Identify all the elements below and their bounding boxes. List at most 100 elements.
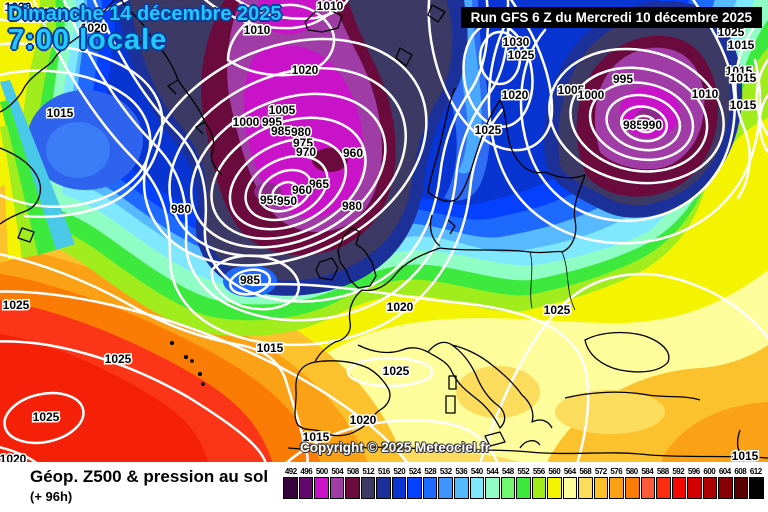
scale-swatch: [485, 477, 500, 499]
scale-value: 496: [300, 467, 313, 476]
scale-swatch: [702, 477, 718, 499]
scale-value: 580: [625, 467, 638, 476]
pressure-label: 1010: [692, 87, 719, 101]
scale-value: 492: [284, 467, 297, 476]
scale-value: 576: [610, 467, 623, 476]
scale-value: 552: [517, 467, 530, 476]
scale-value: 568: [579, 467, 592, 476]
scale-swatch: [593, 477, 609, 499]
scale-swatch: [671, 477, 687, 499]
pressure-label: 980: [171, 202, 191, 216]
scale-value: 572: [594, 467, 607, 476]
pressure-label: 1015: [47, 106, 74, 120]
validity-datetime: Dimanche 14 décembre 2025 7:00 locale: [8, 3, 282, 56]
pressure-label: 1025: [3, 298, 30, 312]
pressure-label: 1020: [350, 413, 377, 427]
scale-swatch: [718, 477, 733, 499]
pressure-label: 965: [309, 177, 329, 191]
scale-swatch: [578, 477, 593, 499]
pressure-label: 1025: [475, 123, 502, 137]
pressure-label: 1025: [105, 352, 132, 366]
scale-value: 500: [315, 467, 328, 476]
scale-swatch: [640, 477, 656, 499]
pressure-label: 1010: [317, 0, 344, 13]
copyright-notice: Copyright © 2025 Meteociel.fr: [300, 440, 490, 455]
pressure-label: 1000: [578, 88, 605, 102]
scale-swatch: [609, 477, 625, 499]
scale-value: 544: [486, 467, 499, 476]
pressure-label: 1015: [730, 98, 757, 112]
pressure-label: 955: [260, 193, 280, 207]
scale-value: 508: [346, 467, 359, 476]
pressure-label: 960: [343, 146, 363, 160]
scale-swatch: [391, 477, 407, 499]
scale-swatch: [438, 477, 454, 499]
scale-swatch: [500, 477, 516, 499]
pressure-label: 985: [240, 273, 260, 287]
scale-swatch: [733, 477, 749, 499]
scale-value: 532: [439, 467, 452, 476]
validity-date: Dimanche 14 décembre 2025: [8, 3, 282, 25]
pressure-label: 995: [613, 72, 633, 86]
scale-swatch: [562, 477, 578, 499]
pressure-label: 1030: [5, 0, 32, 14]
scale-value: 536: [455, 467, 468, 476]
pressure-label: 1025: [383, 364, 410, 378]
scale-value: 604: [718, 467, 731, 476]
scale-value: 524: [408, 467, 421, 476]
scale-swatch: [516, 477, 531, 499]
color-scale-swatches: [283, 477, 765, 499]
footer-bar: Géop. Z500 & pression au sol (+ 96h) 492…: [0, 462, 768, 512]
pressure-label: 1015: [732, 449, 759, 463]
pressure-label: 950: [277, 194, 297, 208]
pressure-label: 980: [291, 125, 311, 139]
pressure-label: 1015: [728, 38, 755, 52]
scale-swatch: [749, 477, 764, 499]
scale-swatch: [298, 477, 314, 499]
scale-value: 516: [377, 467, 390, 476]
pressure-label: 1015: [730, 71, 757, 85]
scale-value: 596: [687, 467, 700, 476]
pressure-label: 1020: [292, 63, 319, 77]
pressure-label: 985: [271, 124, 291, 138]
scale-swatch: [469, 477, 485, 499]
scale-swatch: [314, 477, 329, 499]
pressure-label: 960: [292, 183, 312, 197]
scale-swatch: [625, 477, 640, 499]
pressure-label: 1025: [544, 303, 571, 317]
pressure-label: 1015: [726, 64, 753, 78]
lead-time: (+ 96h): [30, 489, 73, 504]
scale-value: 520: [393, 467, 406, 476]
scale-value: 584: [641, 467, 654, 476]
pressure-label: 1020: [387, 300, 414, 314]
coastlines: [0, 0, 768, 459]
pressure-label: 985: [623, 118, 643, 132]
scale-value: 548: [501, 467, 514, 476]
pressure-label: 980: [342, 199, 362, 213]
pressure-label: 970: [296, 145, 316, 159]
scale-value: 556: [532, 467, 545, 476]
validity-time: 7:00 locale: [8, 24, 168, 56]
scale-swatch: [376, 477, 391, 499]
scale-swatch: [687, 477, 702, 499]
scale-swatch: [547, 477, 562, 499]
pressure-label: 975: [293, 136, 313, 150]
scale-value: 504: [331, 467, 344, 476]
pressure-label: 1015: [257, 341, 284, 355]
map-title: Géop. Z500 & pression au sol: [30, 467, 269, 486]
scale-swatch: [329, 477, 345, 499]
scale-value: 512: [362, 467, 375, 476]
scale-swatch: [407, 477, 422, 499]
pressure-label: 1000: [233, 115, 260, 129]
scale-swatch: [345, 477, 360, 499]
color-scale-values: 492 496 500 504 508 512 516 520 524 528 532 536 540 5…: [283, 467, 765, 476]
scale-swatch: [531, 477, 547, 499]
pressure-label: 1020: [81, 21, 108, 35]
scale-swatch: [454, 477, 469, 499]
scale-value: 600: [703, 467, 716, 476]
scale-value: 560: [548, 467, 561, 476]
pressure-label: 1025: [508, 48, 535, 62]
